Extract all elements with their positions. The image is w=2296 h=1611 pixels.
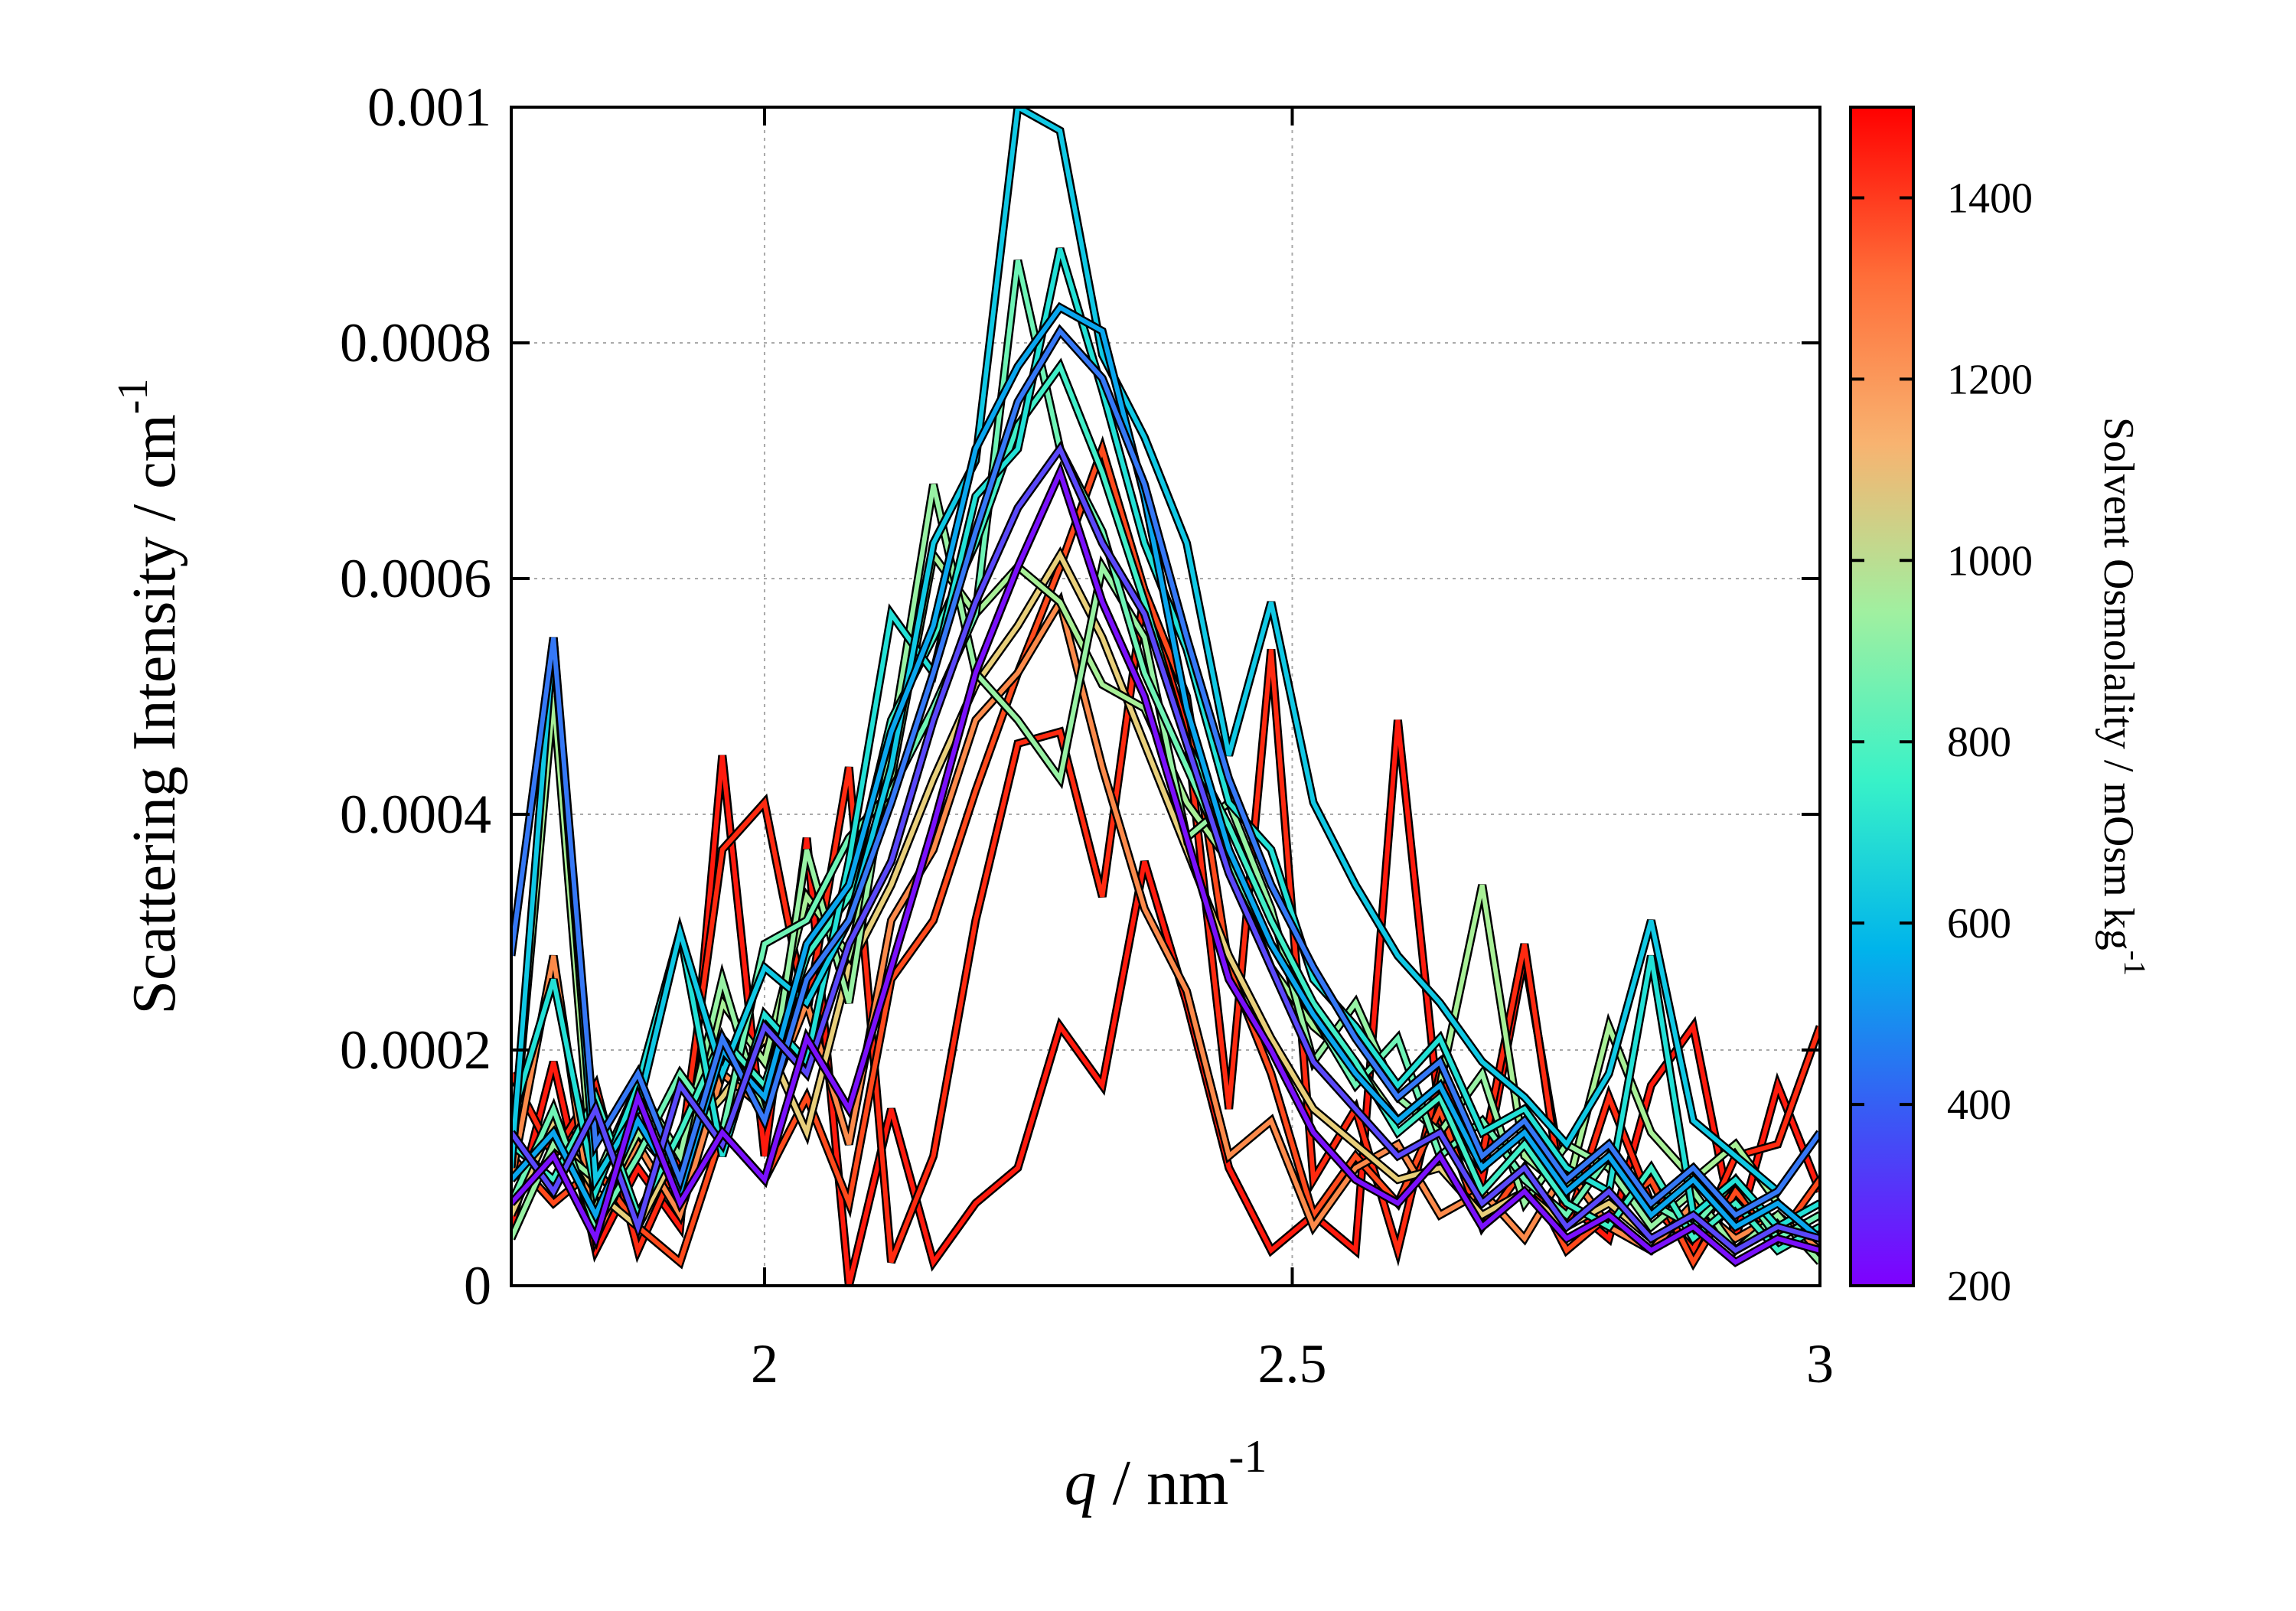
series-line (511, 466, 1820, 1265)
colorbar-tick-label: 1200 (1947, 356, 2033, 403)
y-tick-label: 0 (464, 1255, 491, 1316)
colorbar-tick-label: 200 (1947, 1263, 2011, 1310)
y-axis-label-sup: -1 (109, 379, 157, 415)
x-axis-label: q / nm-1 (1065, 1431, 1267, 1518)
colorbar: 200 400 600 800 1000 1200 1400 Solvent Osmolal… (1849, 106, 2152, 1310)
y-axis-label: Scattering Intensity / cm-1 (109, 379, 188, 1015)
plot-frame (510, 106, 1821, 1287)
x-tick-label: 2.5 (1257, 1333, 1326, 1394)
y-tick-label: 0.0004 (340, 784, 491, 845)
x-axis-label-var: q (1065, 1447, 1097, 1518)
series-line (511, 327, 1820, 1218)
series-lines (511, 107, 1820, 1286)
x-tick-label: 2 (751, 1333, 778, 1394)
colorbar-label: Solvent Osmolality / mOsm kg-1 (2095, 417, 2152, 976)
x-axis-label-text: / nm (1097, 1447, 1229, 1518)
colorbar-label-text: Solvent Osmolality / mOsm kg (2095, 417, 2142, 951)
series-1480 (511, 719, 1820, 1286)
colorbar-tick-label: 600 (1947, 900, 2011, 947)
colorbar-gradient (1849, 106, 1915, 1287)
y-axis-label-text: Scattering Intensity / cm (121, 414, 188, 1014)
colorbar-tick-label: 800 (1947, 719, 2011, 766)
colorbar-tick-label: 1000 (1947, 537, 2033, 585)
series-420 (511, 324, 1820, 1221)
x-axis-label-sup: -1 (1228, 1431, 1267, 1482)
series-line (511, 719, 1820, 1286)
colorbar-ticks: 200 400 600 800 1000 1200 1400 (1851, 174, 2033, 1310)
y-tick-label: 0.001 (367, 77, 491, 138)
colorbar-tick-label: 1400 (1947, 174, 2033, 222)
x-tick-label: 3 (1806, 1333, 1834, 1394)
series-330 (511, 440, 1820, 1256)
y-tick-label: 0.0006 (340, 548, 491, 609)
series-240 (511, 461, 1820, 1267)
axis-ticks: 0 0.0002 0.0004 0.0006 0.0008 0.001 2 2.5 3 (340, 77, 1834, 1394)
series-line (511, 444, 1820, 1254)
y-tick-label: 0.0002 (340, 1019, 491, 1081)
colorbar-label-sup: -1 (2118, 951, 2152, 976)
colorbar-tick-label: 400 (1947, 1081, 2011, 1129)
y-tick-label: 0.0008 (340, 312, 491, 373)
